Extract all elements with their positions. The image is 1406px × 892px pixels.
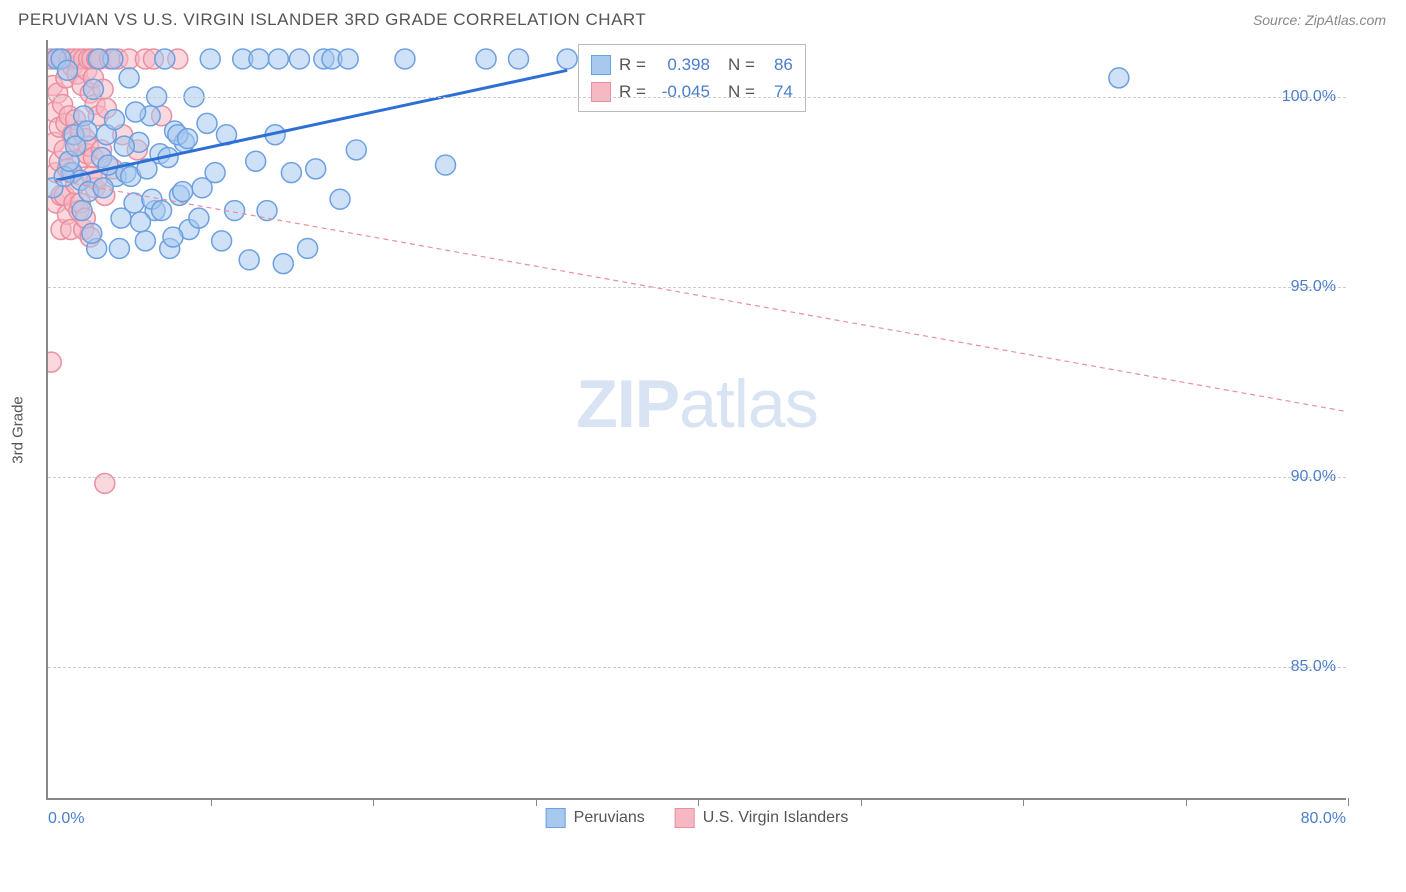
gridline — [48, 287, 1346, 288]
watermark: ZIPatlas — [576, 365, 817, 443]
legend-label-2: U.S. Virgin Islanders — [703, 809, 849, 827]
x-tick — [698, 798, 699, 806]
stat-r-label: R = — [619, 51, 646, 78]
stat-n-value-1: 86 — [763, 51, 793, 78]
stat-n-label: N = — [728, 51, 755, 78]
chart-title: PERUVIAN VS U.S. VIRGIN ISLANDER 3RD GRA… — [18, 10, 646, 30]
stats-row-1: R = 0.398 N = 86 — [591, 51, 793, 78]
x-tick — [861, 798, 862, 806]
y-tick-label: 95.0% — [1291, 278, 1336, 296]
stat-n-label: N = — [728, 78, 755, 105]
x-tick — [1348, 798, 1349, 806]
gridline — [48, 97, 1346, 98]
chart-container: 3rd Grade ZIPatlas R = 0.398 N = 86 R = … — [40, 40, 1380, 820]
x-axis-max-label: 80.0% — [1301, 810, 1346, 828]
y-tick-label: 85.0% — [1291, 658, 1336, 676]
y-tick-label: 90.0% — [1291, 468, 1336, 486]
scatter-plot — [48, 40, 1346, 798]
gridline — [48, 477, 1346, 478]
swatch-series-1 — [591, 55, 611, 75]
stat-r-value-1: 0.398 — [654, 51, 710, 78]
x-axis-min-label: 0.0% — [48, 810, 84, 828]
y-tick-label: 100.0% — [1282, 88, 1336, 106]
swatch-series-2 — [591, 82, 611, 102]
x-tick — [211, 798, 212, 806]
legend-swatch-1 — [546, 808, 566, 828]
stat-r-value-2: -0.045 — [654, 78, 710, 105]
plot-area: ZIPatlas R = 0.398 N = 86 R = -0.045 N =… — [46, 40, 1346, 800]
legend-label-1: Peruvians — [574, 809, 645, 827]
watermark-bold: ZIP — [576, 366, 679, 442]
stats-row-2: R = -0.045 N = 74 — [591, 78, 793, 105]
stats-box: R = 0.398 N = 86 R = -0.045 N = 74 — [578, 44, 806, 112]
x-tick — [1023, 798, 1024, 806]
stat-n-value-2: 74 — [763, 78, 793, 105]
x-tick — [373, 798, 374, 806]
legend-item-2: U.S. Virgin Islanders — [675, 808, 849, 828]
gridline — [48, 667, 1346, 668]
legend-swatch-2 — [675, 808, 695, 828]
legend: Peruvians U.S. Virgin Islanders — [546, 808, 849, 828]
legend-item-1: Peruvians — [546, 808, 645, 828]
watermark-light: atlas — [679, 366, 818, 442]
source-label: Source: ZipAtlas.com — [1253, 12, 1386, 28]
x-tick — [536, 798, 537, 806]
stat-r-label: R = — [619, 78, 646, 105]
x-tick — [1186, 798, 1187, 806]
y-axis-label: 3rd Grade — [10, 396, 27, 464]
